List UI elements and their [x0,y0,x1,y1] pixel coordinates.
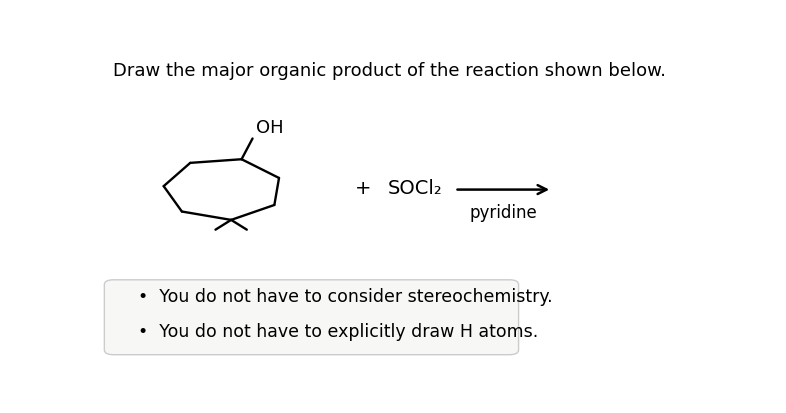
Text: •  You do not have to explicitly draw H atoms.: • You do not have to explicitly draw H a… [138,322,538,340]
Text: OH: OH [255,119,283,137]
Text: SOCl₂: SOCl₂ [387,178,443,197]
FancyBboxPatch shape [105,280,519,355]
Text: +: + [355,178,372,197]
Text: •  You do not have to consider stereochemistry.: • You do not have to consider stereochem… [138,287,553,305]
Text: pyridine: pyridine [469,204,537,222]
Text: Draw the major organic product of the reaction shown below.: Draw the major organic product of the re… [113,62,667,80]
